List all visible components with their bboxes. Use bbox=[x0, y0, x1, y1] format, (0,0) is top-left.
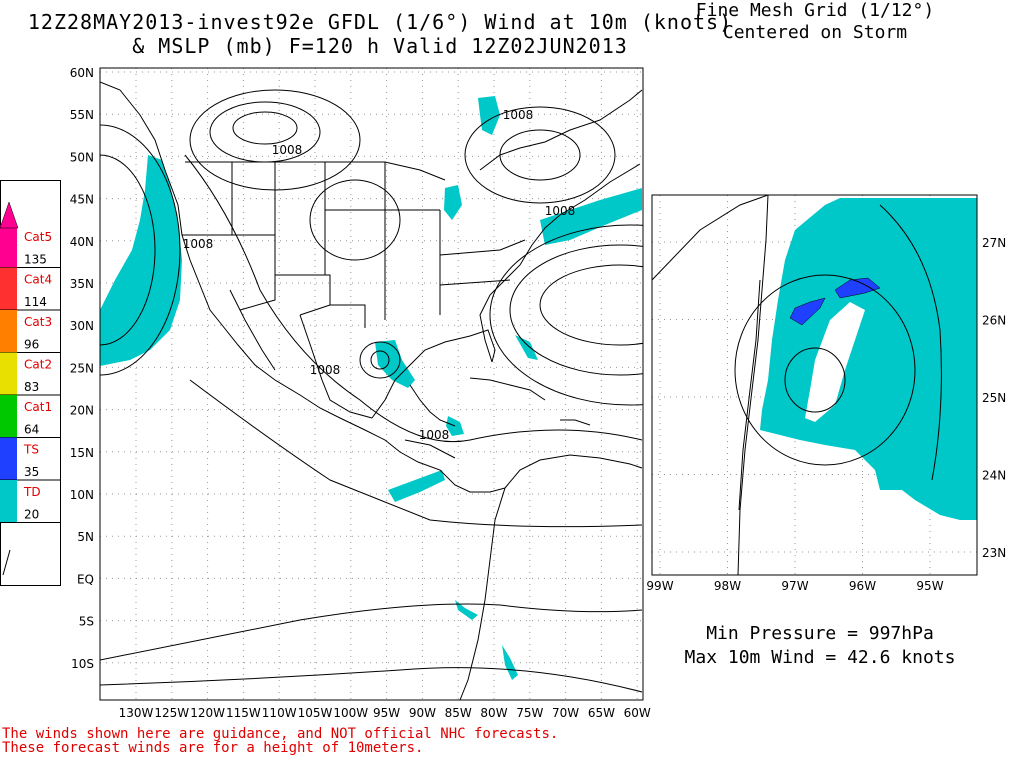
lon-label: 95W bbox=[373, 706, 400, 720]
title-line-2: & MSLP (mb) F=120 h Valid 12Z02JUN2013 bbox=[132, 34, 628, 58]
inset-map: 27N 26N 25N 24N 23N 99W 98W 97W 96W 95W bbox=[646, 194, 1006, 593]
inset-title-line-2: Centered on Storm bbox=[722, 22, 908, 43]
lat-label: 30N bbox=[70, 319, 94, 333]
lat-label: 45N bbox=[70, 193, 94, 207]
inset-lon-label: 95W bbox=[916, 579, 943, 593]
lat-label: 40N bbox=[70, 235, 94, 249]
inset-lat-label: 27N bbox=[982, 236, 1006, 250]
lat-label: 55N bbox=[70, 108, 94, 122]
legend-threshold: 64 bbox=[24, 423, 39, 437]
lat-label: 5N bbox=[77, 530, 94, 544]
inset-coastline bbox=[652, 195, 769, 575]
legend-swatch-cat2 bbox=[0, 352, 17, 395]
lon-label: 130W bbox=[119, 706, 154, 720]
coastlines bbox=[100, 81, 643, 700]
lon-label: 100W bbox=[333, 706, 368, 720]
legend-label-cat1: Cat1 bbox=[24, 400, 52, 414]
legend-swatch-ts bbox=[0, 437, 17, 480]
legend-swatch-td bbox=[0, 480, 17, 523]
isobar-label: 1008 bbox=[419, 428, 450, 442]
inset-ts-area-2 bbox=[834, 277, 881, 299]
inset-lat-label: 26N bbox=[982, 314, 1006, 328]
lat-label: 60N bbox=[70, 66, 94, 80]
disclaimer-line-1: The winds shown here are guidance, and N… bbox=[2, 726, 559, 742]
legend-threshold: 20 bbox=[24, 508, 39, 522]
legend-threshold: 35 bbox=[24, 465, 39, 479]
legend-label-cat2: Cat2 bbox=[24, 358, 52, 372]
isobar-label: 1008 bbox=[545, 204, 576, 218]
inset-lon-label: 98W bbox=[714, 579, 741, 593]
legend-swatch-cat3 bbox=[0, 310, 17, 353]
lon-label: 105W bbox=[298, 706, 333, 720]
inset-isobars bbox=[734, 204, 942, 481]
lon-label: 120W bbox=[190, 706, 225, 720]
inset-lat-label: 25N bbox=[982, 391, 1006, 405]
lon-label: 125W bbox=[154, 706, 189, 720]
max-wind: Max 10m Wind = 42.6 knots bbox=[684, 647, 956, 668]
inset-title-line-1: Fine Mesh Grid (1/12°) bbox=[695, 0, 935, 21]
lat-label: EQ bbox=[77, 572, 94, 586]
legend-threshold: 96 bbox=[24, 338, 39, 352]
lat-label: 15N bbox=[70, 446, 94, 460]
inset-lon-label: 99W bbox=[646, 579, 673, 593]
lon-label: 90W bbox=[409, 706, 436, 720]
lon-label: 110W bbox=[262, 706, 297, 720]
isobars bbox=[100, 89, 643, 693]
legend-threshold: 135 bbox=[24, 253, 47, 267]
legend-label-cat3: Cat3 bbox=[24, 315, 52, 329]
disclaimer-line-2: These forecast winds are for a height of… bbox=[2, 740, 424, 756]
main-map: 60N 55N 50N 45N 40N 35N 30N 25N 20N 15N 10N 5N EQ 5S 1… bbox=[70, 66, 651, 720]
inset-lat-label: 24N bbox=[982, 469, 1006, 483]
legend-threshold: 83 bbox=[24, 380, 39, 394]
inset-title: Fine Mesh Grid (1/12°) Centered on Storm bbox=[660, 0, 970, 44]
min-pressure: Min Pressure = 997hPa bbox=[706, 623, 934, 644]
cat5-arrow bbox=[0, 201, 19, 229]
inset-calm-area bbox=[805, 302, 865, 422]
lon-label: 85W bbox=[445, 706, 472, 720]
isobar-label: 1008 bbox=[183, 237, 214, 251]
lat-label: 35N bbox=[70, 277, 94, 291]
lon-label: 75W bbox=[516, 706, 543, 720]
legend-swatch-cat5 bbox=[0, 225, 17, 268]
legend-swatch-cat4 bbox=[0, 267, 17, 310]
lon-label: 70W bbox=[552, 706, 579, 720]
isobar-label: 1008 bbox=[503, 108, 534, 122]
lon-label: 80W bbox=[480, 706, 507, 720]
legend-swatch-cat1 bbox=[0, 395, 17, 438]
political-boundaries bbox=[182, 161, 526, 459]
lon-label: 65W bbox=[588, 706, 615, 720]
legend-label-cat5: Cat5 bbox=[24, 230, 52, 244]
inset-lon-label: 97W bbox=[781, 579, 808, 593]
inset-lat-label: 23N bbox=[982, 546, 1006, 560]
inset-wind-swath bbox=[760, 198, 977, 520]
lat-label: 5S bbox=[79, 615, 94, 629]
lon-label: 115W bbox=[226, 706, 261, 720]
lat-label: 10S bbox=[71, 657, 94, 671]
intensity-legend: Cat5 135 Cat4 114 Cat3 96 Cat2 83 Cat1 64 TS 35 TD 20 bbox=[0, 180, 61, 586]
wind-swaths bbox=[100, 96, 642, 680]
lon-label: 60W bbox=[624, 706, 651, 720]
legend-label-td: TD bbox=[23, 485, 41, 499]
isobar-label: 1008 bbox=[310, 363, 341, 377]
legend-label-ts: TS bbox=[23, 443, 39, 457]
lat-label: 20N bbox=[70, 404, 94, 418]
title-line-1: 12Z28MAY2013-invest92e GFDL (1/6°) Wind … bbox=[27, 10, 733, 34]
isobar-label: 1008 bbox=[272, 143, 303, 157]
lat-label: 10N bbox=[70, 488, 94, 502]
inset-ts-area bbox=[789, 297, 826, 326]
legend-threshold: 114 bbox=[24, 295, 47, 309]
legend-label-cat4: Cat4 bbox=[24, 273, 52, 287]
inset-lon-label: 96W bbox=[849, 579, 876, 593]
lat-label: 50N bbox=[70, 150, 94, 164]
lat-label: 25N bbox=[70, 361, 94, 375]
